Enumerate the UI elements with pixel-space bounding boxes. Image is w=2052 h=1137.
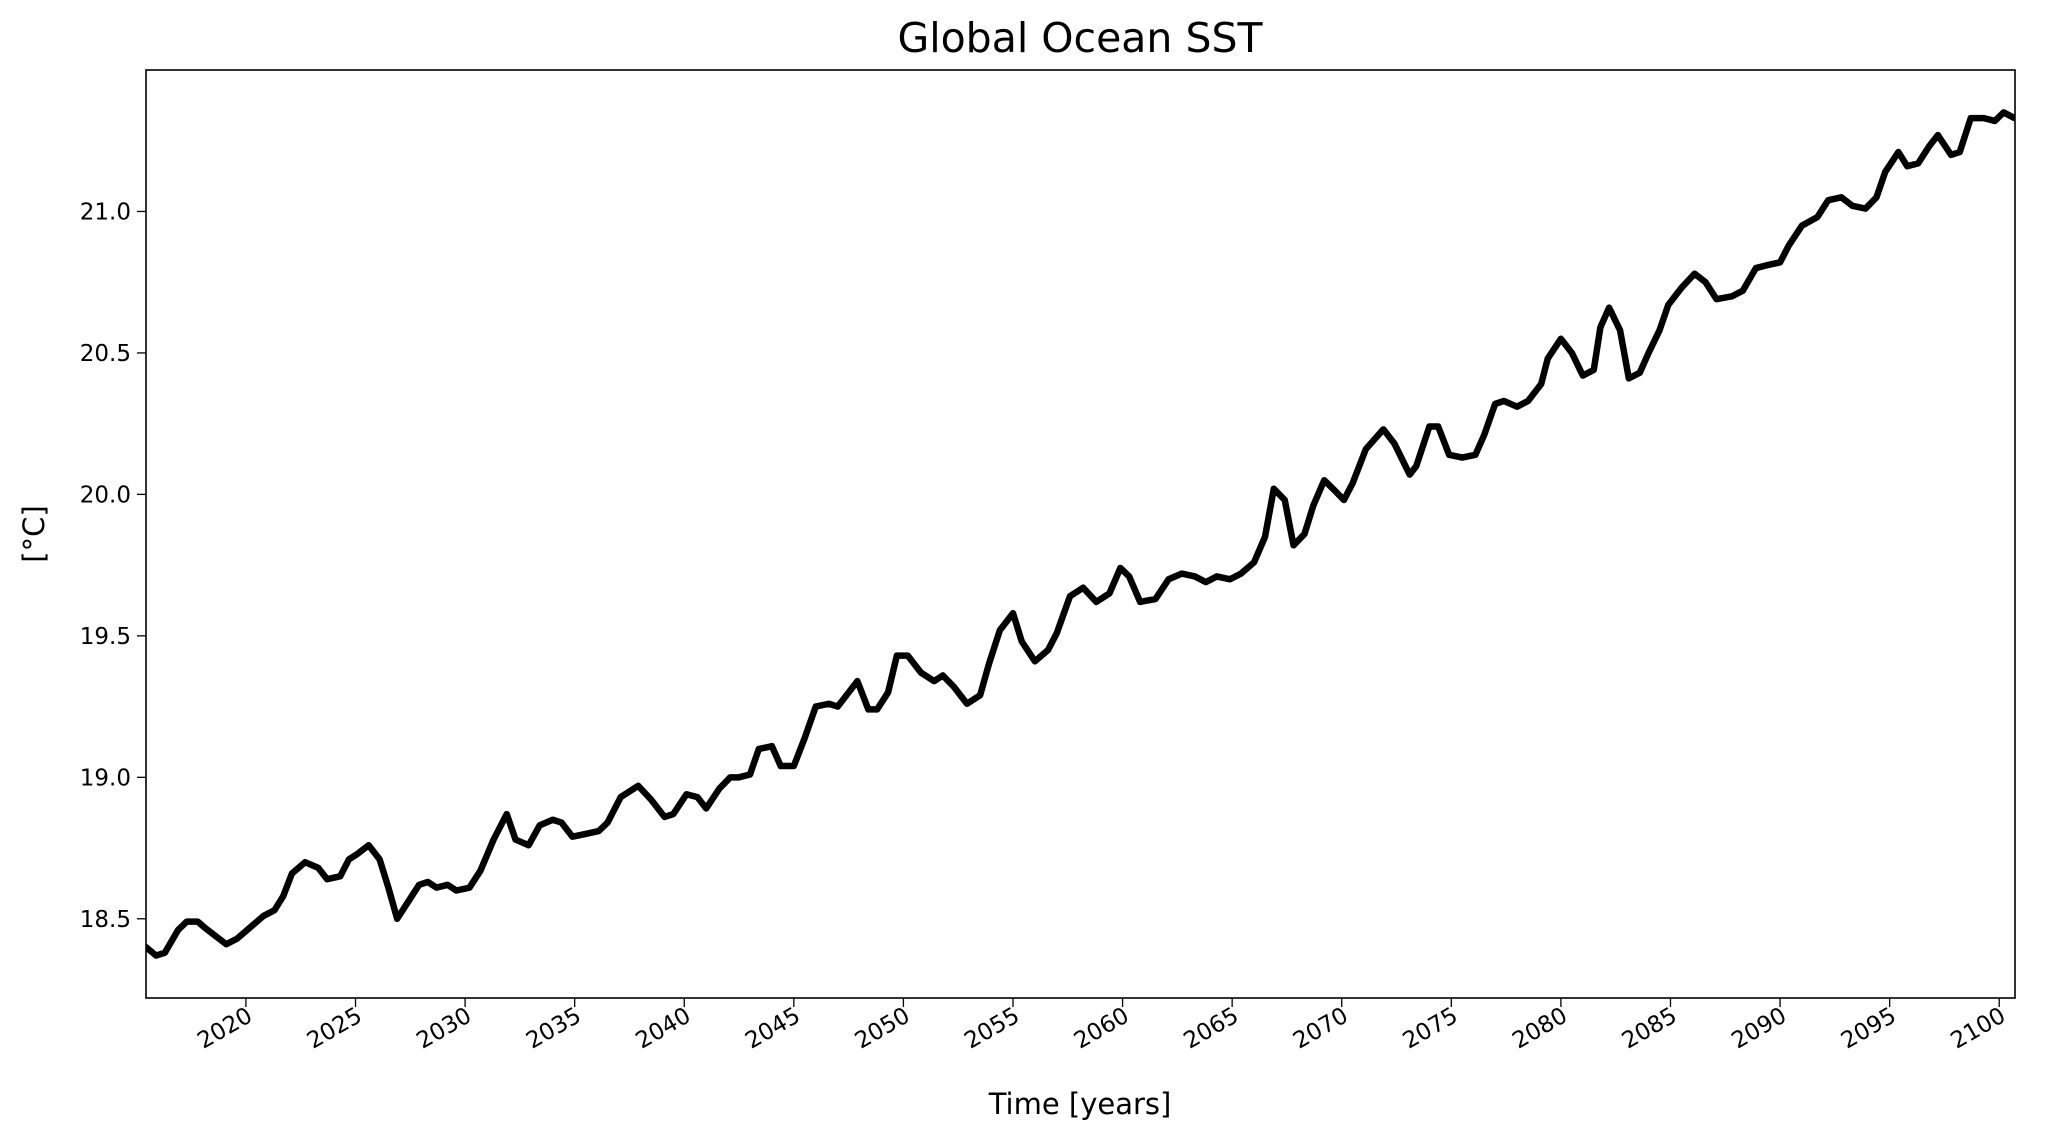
y-axis-label: [°C] [17, 505, 51, 562]
x-tick-label: 2095 [1837, 1003, 1901, 1055]
x-tick-label: 2040 [632, 1003, 696, 1055]
x-tick-label: 2065 [1179, 1003, 1243, 1055]
x-tick-label: 2085 [1618, 1003, 1682, 1055]
x-tick-label: 2100 [1947, 1003, 2011, 1055]
y-tick-label: 19.0 [80, 765, 131, 791]
x-tick-label: 2050 [851, 1003, 915, 1055]
x-tick-label: 2055 [960, 1003, 1024, 1055]
x-tick-label: 2075 [1399, 1003, 1463, 1055]
y-tick-label: 20.5 [80, 341, 131, 367]
y-tick-label: 18.5 [80, 907, 131, 933]
x-tick-label: 2090 [1727, 1003, 1791, 1055]
x-tick-label: 2030 [412, 1003, 476, 1055]
plot-frame [145, 69, 2016, 999]
x-tick-label: 2025 [303, 1003, 367, 1055]
x-axis-label: Time [years] [988, 1087, 1172, 1121]
y-tick-label: 19.5 [80, 624, 131, 650]
data-line [146, 109, 2015, 959]
x-tick-label: 2060 [1070, 1003, 1134, 1055]
x-tick-label: 2035 [522, 1003, 586, 1055]
chart-title: Global Ocean SST [897, 14, 1263, 62]
y-tick-label: 21.0 [80, 199, 131, 225]
x-tick-label: 2080 [1508, 1003, 1572, 1055]
x-tick-label: 2070 [1289, 1003, 1353, 1055]
x-tick-label: 2020 [193, 1003, 257, 1055]
y-tick-label: 20.0 [80, 482, 131, 508]
x-tick-label: 2045 [741, 1003, 805, 1055]
